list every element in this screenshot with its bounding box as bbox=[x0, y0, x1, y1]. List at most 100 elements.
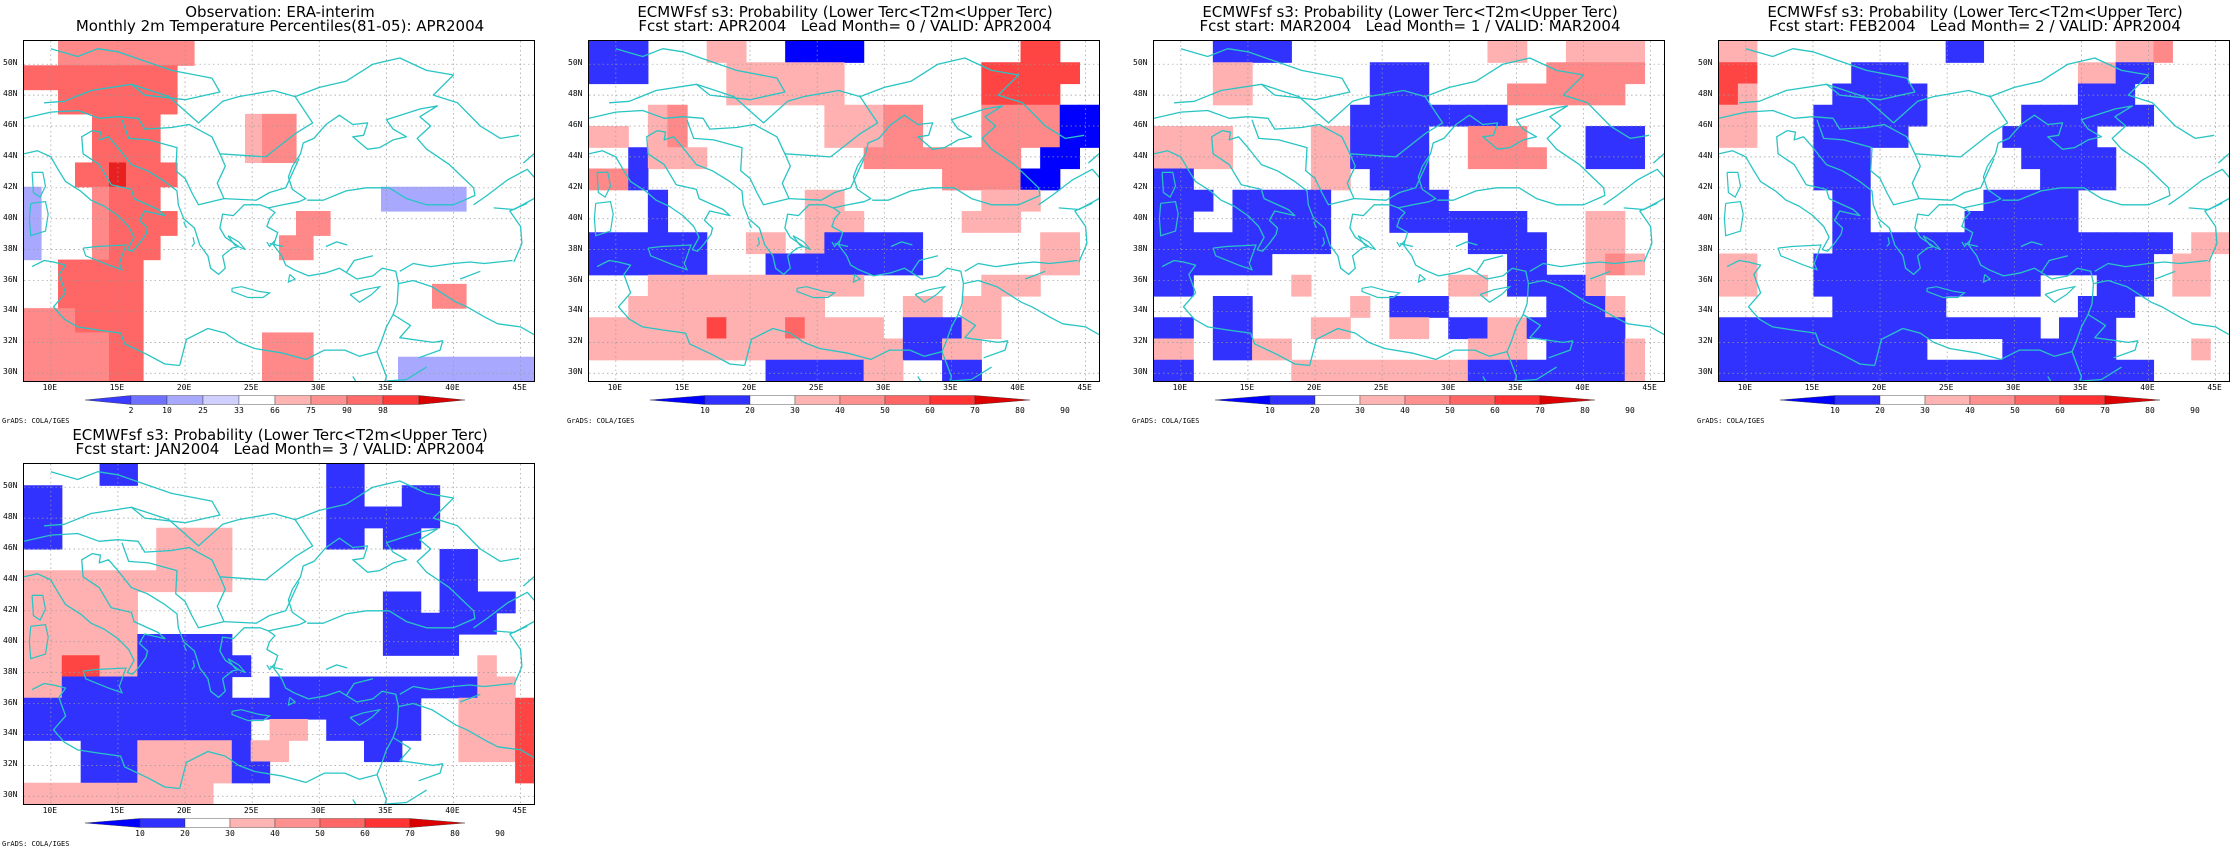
color-bar-label: 60 bbox=[1490, 406, 1500, 415]
probability-cell bbox=[687, 317, 708, 340]
probability-cell bbox=[1889, 296, 1909, 318]
probability-cell bbox=[1193, 147, 1214, 170]
color-bar-label: 20 bbox=[1310, 406, 1320, 415]
probability-cell bbox=[1291, 189, 1312, 212]
probability-cell bbox=[160, 65, 178, 91]
probability-cell bbox=[24, 485, 44, 508]
probability-cell bbox=[1775, 317, 1796, 340]
coastline bbox=[1174, 48, 1351, 104]
probability-cell bbox=[1585, 359, 1606, 381]
coastline bbox=[398, 279, 534, 336]
longitude-tick-label: 35E bbox=[1508, 383, 1523, 392]
probability-cell bbox=[2002, 211, 2022, 233]
longitude-tick-label: 15E bbox=[1239, 383, 1255, 392]
probability-cell bbox=[1832, 104, 1852, 127]
probability-cell bbox=[99, 591, 120, 614]
probability-cell bbox=[313, 211, 331, 236]
probability-cell bbox=[262, 356, 280, 381]
coastline bbox=[788, 158, 865, 201]
probability-cell bbox=[1173, 147, 1194, 170]
color-bar-segment bbox=[1314, 395, 1361, 405]
panel-observation: Observation: ERA-interim Monthly 2m Temp… bbox=[0, 0, 560, 425]
coastline bbox=[1603, 168, 1664, 211]
probability-cell bbox=[449, 186, 467, 212]
probability-cell bbox=[726, 338, 747, 361]
probability-cell bbox=[608, 168, 629, 191]
probability-cell bbox=[2191, 232, 2211, 255]
color-bar-label: 70 bbox=[1535, 406, 1545, 415]
probability-cell bbox=[1851, 232, 1871, 255]
probability-cell bbox=[765, 317, 786, 340]
probability-cell bbox=[118, 570, 138, 593]
probability-cell bbox=[1565, 41, 1587, 63]
probability-cell bbox=[1389, 126, 1410, 148]
probability-cell bbox=[99, 740, 120, 763]
probability-cell bbox=[1212, 296, 1234, 318]
probability-cell bbox=[1291, 211, 1312, 233]
island-outline bbox=[593, 201, 614, 237]
probability-cell bbox=[1487, 317, 1508, 340]
probability-cell bbox=[1737, 274, 1758, 297]
probability-cell bbox=[628, 62, 649, 85]
probability-cell bbox=[326, 485, 346, 508]
probability-cell bbox=[194, 634, 214, 656]
probability-cell bbox=[765, 274, 786, 297]
probability-cell bbox=[1079, 104, 1099, 127]
probability-cell bbox=[2172, 253, 2192, 276]
latitude-tick-label: 38N bbox=[1133, 243, 1148, 253]
color-bar-segment bbox=[1539, 395, 1595, 405]
probability-cell bbox=[364, 697, 384, 720]
probability-cell bbox=[902, 232, 924, 255]
latitude-tick-label: 40N bbox=[1133, 212, 1148, 222]
coastline bbox=[92, 129, 400, 366]
probability-cell bbox=[1737, 338, 1758, 361]
probability-cell bbox=[628, 147, 649, 170]
probability-cell bbox=[194, 570, 214, 593]
probability-cell bbox=[745, 338, 767, 361]
probability-cell bbox=[194, 782, 214, 804]
probability-cell bbox=[2210, 232, 2229, 255]
probability-cell bbox=[126, 138, 144, 164]
panel-title-line1: ECMWFsf s3: Probability (Lower Terc<T2m<… bbox=[637, 3, 1053, 21]
color-bar-segment bbox=[202, 395, 240, 405]
probability-cell bbox=[1964, 317, 1985, 340]
latitude-tick-label: 44N bbox=[3, 573, 18, 583]
probability-cell bbox=[1605, 62, 1626, 85]
probability-cell bbox=[667, 232, 688, 255]
color-bar-segment bbox=[184, 818, 231, 828]
probability-cell bbox=[1252, 189, 1273, 212]
latitude-tick-label: 30N bbox=[1698, 367, 1713, 377]
color-bar-label: 10 bbox=[700, 406, 710, 415]
probability-cell bbox=[2040, 253, 2060, 276]
panel-title-line1: ECMWFsf s3: Probability (Lower Terc<T2m<… bbox=[1767, 3, 2183, 21]
probability-cell bbox=[1851, 338, 1871, 361]
probability-cell bbox=[1585, 317, 1606, 340]
probability-cell bbox=[92, 138, 110, 164]
probability-cell bbox=[2077, 168, 2098, 191]
probability-cell bbox=[1889, 126, 1909, 148]
latitude-tick-label: 44N bbox=[1698, 150, 1713, 160]
probability-cell bbox=[24, 655, 44, 678]
probability-cell bbox=[1212, 232, 1234, 255]
probability-cell bbox=[1040, 62, 1061, 85]
coastline bbox=[2217, 153, 2229, 164]
color-bar-label: 50 bbox=[2010, 406, 2020, 415]
probability-cell bbox=[160, 211, 178, 236]
probability-cell bbox=[765, 296, 786, 318]
probability-cell bbox=[1851, 274, 1871, 297]
probability-cell bbox=[1369, 62, 1390, 85]
probability-cell bbox=[1173, 211, 1194, 233]
probability-cell bbox=[1926, 232, 1947, 255]
probability-cell bbox=[804, 41, 825, 63]
probability-cell bbox=[1832, 168, 1852, 191]
probability-cell bbox=[1154, 211, 1175, 233]
probability-cell bbox=[1507, 147, 1528, 170]
probability-cell bbox=[156, 719, 176, 741]
coastline bbox=[352, 799, 357, 804]
coastline bbox=[294, 480, 520, 563]
latitude-tick-label: 42N bbox=[1698, 181, 1713, 191]
probability-cell bbox=[1889, 274, 1909, 297]
probability-cell bbox=[458, 570, 478, 593]
color-bar-label: 50 bbox=[880, 406, 890, 415]
probability-cell bbox=[296, 235, 314, 261]
